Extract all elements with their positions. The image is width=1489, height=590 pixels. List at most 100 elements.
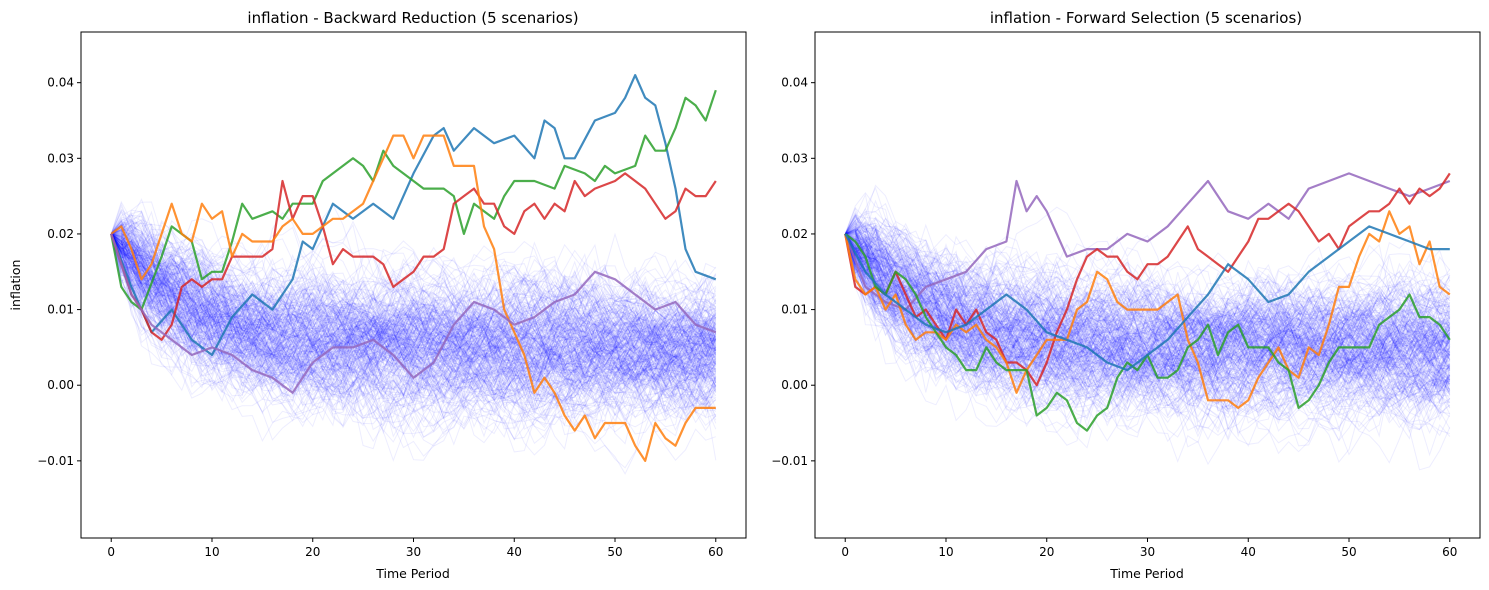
y-axis-ticks: −0.01 0.00 0.01 0.02 0.03 0.04	[37, 76, 81, 468]
background-scenario-line	[110, 233, 717, 417]
background-scenario-line	[110, 233, 717, 396]
y-tick-label: 0.00	[47, 378, 74, 392]
background-scenario-line	[111, 233, 717, 378]
background-scenario-line	[110, 233, 717, 389]
background-scenario-line	[110, 220, 716, 398]
background-scenario-line	[110, 224, 717, 399]
background-scenario-line	[110, 233, 717, 421]
background-scenario-line	[110, 233, 716, 419]
background-scenario-line	[110, 233, 717, 360]
background-scenario-line	[110, 233, 717, 408]
background-scenario-line	[110, 233, 716, 402]
background-scenario-line	[110, 233, 717, 475]
background-scenario-line	[111, 226, 717, 431]
x-tick-label: 0	[841, 545, 849, 559]
background-scenario-line	[110, 233, 717, 404]
background-scenario-line	[110, 233, 717, 411]
background-scenario-line	[844, 233, 1450, 395]
background-scenario-line	[110, 233, 717, 405]
background-scenario-line	[110, 223, 717, 420]
background-scenario-line	[844, 233, 1450, 413]
background-scenario-line	[110, 233, 717, 372]
background-scenario-line	[111, 233, 717, 415]
background-scenario-line	[110, 233, 716, 415]
x-tick-label: 50	[1341, 545, 1356, 559]
background-scenario-line	[111, 232, 717, 413]
background-scenario-line	[110, 233, 717, 424]
x-tick-label: 40	[507, 545, 522, 559]
background-scenario-line	[845, 231, 1450, 418]
y-tick-label: 0.04	[781, 76, 808, 90]
background-scenario-line	[111, 229, 717, 415]
background-scenario-line	[110, 233, 717, 417]
background-scenario-line	[110, 223, 717, 438]
background-scenario-line	[844, 233, 1450, 389]
background-scenario-line	[844, 233, 1451, 376]
background-scenario-line	[110, 233, 717, 392]
background-scenario-line	[844, 223, 1451, 418]
background-scenario-line	[110, 233, 716, 404]
background-scenario-line	[110, 233, 717, 432]
background-scenario-line	[844, 233, 1451, 422]
background-scenario-line	[110, 228, 717, 418]
background-scenario-line	[844, 233, 1450, 396]
x-tick-label: 10	[938, 545, 953, 559]
background-scenario-line	[845, 233, 1451, 393]
background-scenario-line	[110, 218, 716, 388]
background-scenario-line	[844, 228, 1450, 438]
background-scenario-line	[110, 224, 717, 429]
background-scenario-line	[111, 201, 717, 406]
background-scenario-line	[844, 233, 1451, 412]
background-scenario-line	[844, 219, 1451, 390]
background-scenario-line	[111, 233, 717, 418]
background-scenario-line	[844, 233, 1451, 403]
background-scenario-line	[110, 233, 716, 397]
selected-scenarios	[844, 172, 1451, 432]
background-scenario-line	[110, 233, 717, 422]
background-scenario-line	[844, 216, 1451, 425]
background-scenario-line	[110, 233, 717, 387]
background-scenario-line	[844, 233, 1451, 393]
background-scenario-line	[110, 233, 717, 387]
background-scenario-line	[845, 233, 1450, 434]
background-scenario-line	[844, 233, 1451, 400]
background-scenario-line	[844, 233, 1451, 384]
background-scenario-line	[844, 227, 1451, 370]
background-scenario-line	[844, 233, 1451, 410]
y-tick-label: 0.02	[781, 227, 808, 241]
background-scenario-line	[845, 227, 1451, 434]
background-scenario-line	[110, 233, 717, 432]
background-scenario-line	[110, 233, 716, 443]
background-scenario-line	[844, 233, 1451, 442]
background-scenario-line	[110, 233, 717, 447]
background-scenario-line	[110, 233, 716, 419]
background-scenario-line	[110, 233, 717, 383]
background-scenario-line	[844, 233, 1451, 438]
background-scenario-line	[844, 233, 1451, 382]
background-scenario-line	[844, 233, 1451, 403]
background-scenario-line	[111, 229, 717, 440]
background-scenario-line	[844, 233, 1451, 404]
background-scenario-line	[844, 233, 1450, 423]
background-scenario-line	[110, 233, 717, 391]
background-scenario-line	[111, 232, 717, 421]
scenario-line-1	[844, 172, 1451, 311]
background-scenario-line	[844, 233, 1450, 378]
x-axis-label: Time Period	[1109, 566, 1184, 581]
scenario-line-1	[110, 74, 717, 357]
background-scenario-line	[845, 230, 1451, 410]
background-scenario-line	[110, 233, 717, 378]
background-scenario-line	[844, 233, 1451, 378]
background-scenario-line	[110, 233, 717, 422]
background-scenario-line	[844, 224, 1451, 404]
background-scenario-line	[844, 206, 1451, 362]
x-tick-label: 10	[204, 545, 219, 559]
background-scenario-line	[111, 228, 717, 382]
background-scenario-line	[111, 211, 717, 411]
background-scenario-line	[111, 230, 717, 395]
background-scenario-line	[110, 233, 717, 395]
background-scenario-line	[110, 233, 717, 394]
background-scenario-line	[844, 233, 1451, 392]
background-scenario-line	[110, 222, 717, 414]
background-scenario-line	[844, 233, 1451, 463]
